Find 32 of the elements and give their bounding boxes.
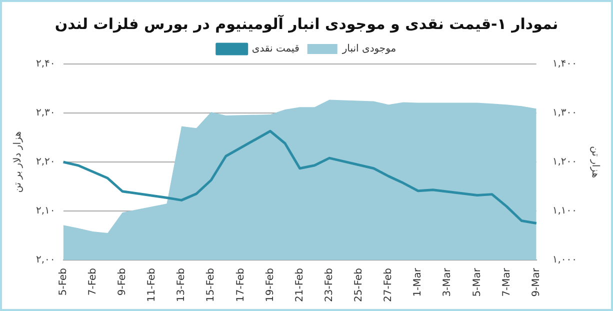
legend-label: قیمت نقدی (252, 44, 300, 55)
x-tick-label: 9-Feb (117, 268, 128, 296)
y-tick-label: ۲,۲۰ (36, 156, 56, 168)
x-tick-label: 3-Mar (442, 267, 454, 297)
legend-label: موجودی انبار (341, 44, 396, 55)
x-tick-label: 9-Mar (530, 267, 542, 297)
y-tick-label: ۲,۴۰ (36, 58, 56, 70)
x-tick-label: 5-Mar (472, 267, 483, 297)
x-tick-label: 15-Feb (206, 268, 217, 302)
x-tick-label: 19-Feb (264, 268, 276, 302)
y2-tick-label: ۱,۱۰۰ (552, 206, 578, 217)
y-tick-label: ۲,۰۰ (36, 254, 56, 266)
x-tick-label: 11-Feb (146, 268, 158, 302)
x-tick-label: 27-Feb (383, 268, 394, 302)
x-tick-label: 25-Feb (354, 268, 365, 302)
y2-tick-label: ۱,۴۰۰ (552, 58, 578, 70)
y-tick-label: ۲,۳۰ (36, 108, 56, 119)
x-tick-label: 17-Feb (235, 268, 246, 302)
y2-axis-title: هزار تن (589, 146, 600, 178)
x-tick-label: 23-Feb (324, 268, 335, 302)
x-tick-label: 7-Feb (87, 268, 98, 296)
y-tick-label: ۲,۱۰ (36, 206, 56, 217)
x-tick-label: 5-Feb (58, 268, 69, 296)
y2-tick-label: ۱,۳۰۰ (552, 108, 578, 119)
y2-tick-label: ۱,۲۰۰ (552, 156, 578, 168)
y-axis-title: هزار دلار بر تن (12, 131, 24, 193)
x-tick-label: 7-Mar (501, 267, 512, 297)
chart-title: نمودار ۱-قیمت نقدی و موجودی انبار آلومینیوم در بورس فلزات لندن (54, 14, 558, 33)
x-tick-label: 13-Feb (176, 268, 188, 302)
y2-tick-label: ۱,۰۰۰ (552, 254, 578, 266)
x-tick-label: 1-Mar (412, 267, 424, 297)
x-tick-label: 21-Feb (294, 268, 306, 302)
